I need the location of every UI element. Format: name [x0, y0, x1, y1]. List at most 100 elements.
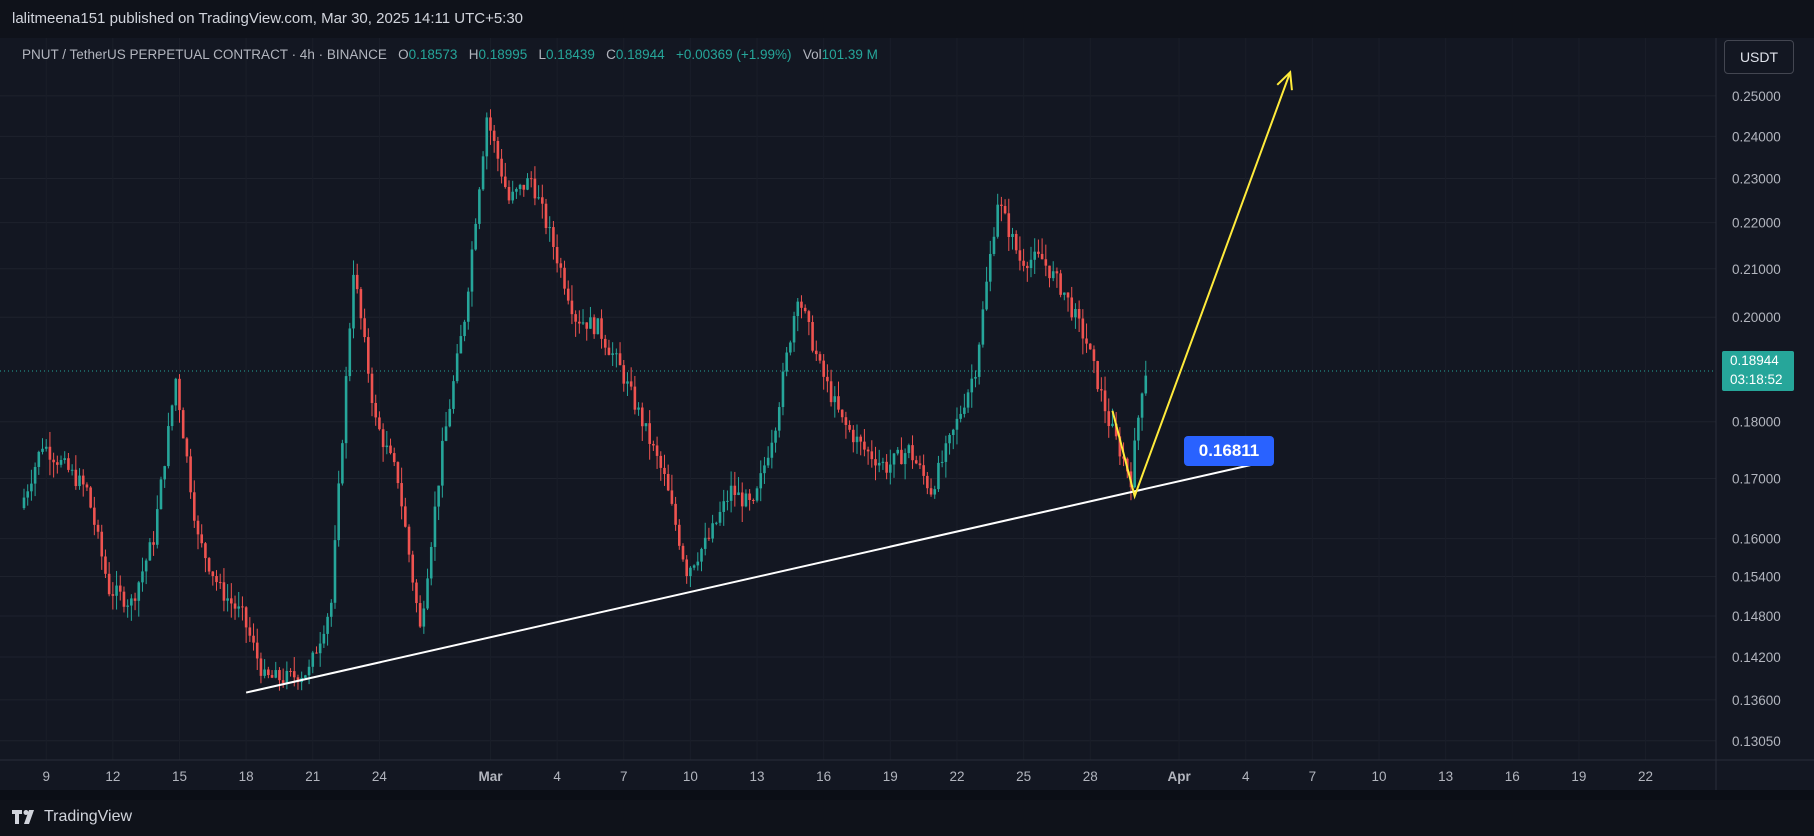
candle-body	[959, 413, 962, 419]
candle-body	[607, 347, 611, 355]
candle-body	[744, 493, 748, 507]
price-tick-label: 0.14200	[1732, 650, 1781, 665]
candle-body	[937, 462, 940, 490]
candle-body	[163, 466, 166, 480]
candle-body	[237, 606, 241, 609]
candle-body	[1051, 271, 1055, 279]
candle-body	[996, 204, 999, 237]
candle-body	[533, 178, 537, 199]
candle-body	[622, 365, 626, 384]
candle-body	[618, 353, 622, 366]
candle-body	[1137, 417, 1140, 441]
price-tick-label: 0.13050	[1732, 734, 1781, 749]
candle-body	[637, 407, 640, 410]
time-tick-label: 25	[1016, 769, 1031, 784]
price-tick-label: 0.15400	[1732, 570, 1781, 585]
chart-area[interactable]: 0.25000 0.24000 0.23000 0.22000 0.21000 0.200…	[0, 38, 1814, 790]
candle-body	[885, 461, 888, 473]
time-tick-label: 16	[816, 769, 831, 784]
candle-body	[748, 493, 751, 501]
candle-body	[811, 322, 814, 351]
candle-body	[170, 405, 174, 427]
currency-button[interactable]: USDT	[1724, 40, 1794, 74]
candle-body	[89, 487, 92, 508]
candle-body	[600, 318, 603, 339]
candle-body	[626, 381, 629, 384]
candle-body	[307, 666, 311, 676]
candle-body	[404, 506, 407, 527]
candle-body	[292, 671, 296, 678]
candle-body	[433, 506, 437, 547]
candle-body	[193, 492, 196, 521]
candle-body	[563, 267, 566, 289]
candle-body	[1029, 259, 1033, 269]
candle-body	[355, 274, 359, 290]
candle-body	[574, 314, 577, 322]
candle-body	[652, 443, 655, 446]
price-chart[interactable]: 0.25000 0.24000 0.23000 0.22000 0.21000 0.200…	[0, 38, 1814, 790]
candle-body	[774, 430, 777, 443]
brand[interactable]: TradingView	[12, 808, 132, 826]
candle-body	[78, 475, 81, 487]
time-tick-label: 19	[1571, 769, 1586, 784]
candle-body	[348, 328, 352, 377]
candle-body	[278, 670, 281, 681]
candle-body	[111, 594, 115, 596]
symbol-label[interactable]: PNUT / TetherUS PERPETUAL CONTRACT · 4h …	[22, 47, 387, 62]
candle-body	[722, 501, 726, 512]
candle-body	[729, 485, 733, 501]
time-tick-label: 13	[1438, 769, 1453, 784]
candle-body	[1022, 260, 1025, 266]
candle-body	[429, 546, 433, 579]
candle-body	[511, 191, 514, 201]
time-tick-label: 7	[620, 769, 628, 784]
candle-body	[596, 318, 600, 335]
candle-body	[389, 445, 392, 454]
candle-body	[485, 117, 489, 157]
candle-body	[844, 417, 848, 425]
candle-body	[459, 336, 463, 354]
time-tick-label: 4	[553, 769, 561, 784]
candle-body	[1033, 251, 1037, 260]
trendline	[245, 460, 1269, 694]
candle-body	[544, 203, 548, 229]
price-axis: 0.25000 0.24000 0.23000 0.22000 0.21000 0.200…	[1715, 38, 1781, 790]
candle-body	[1077, 309, 1081, 319]
time-tick-label: 9	[42, 769, 50, 784]
candle-body	[367, 337, 370, 374]
candle-body	[615, 353, 618, 355]
time-tick-label: 10	[683, 769, 698, 784]
candle-body	[137, 582, 141, 601]
candle-body	[733, 485, 737, 496]
projection-path	[1111, 71, 1292, 500]
candle-body	[755, 488, 759, 501]
candle-body	[559, 263, 563, 268]
candle-body	[700, 548, 703, 562]
candle-body	[204, 543, 207, 559]
support-price-callout[interactable]: 0.16811	[1184, 436, 1274, 466]
candle-body	[670, 490, 674, 504]
candle-body	[470, 249, 474, 292]
price-tick-label: 0.17000	[1732, 471, 1781, 486]
time-tick-label: 22	[1638, 769, 1653, 784]
candle-body	[1048, 265, 1051, 279]
candle-body	[766, 457, 770, 466]
candle-body	[474, 223, 477, 250]
candle-body	[892, 453, 896, 465]
candle-body	[1096, 361, 1099, 390]
candle-body	[1007, 213, 1011, 237]
candle-body	[1103, 390, 1107, 412]
publisher-line: lalitmeena151 published on TradingView.c…	[12, 10, 524, 27]
candle-body	[167, 426, 170, 467]
candle-body	[1133, 440, 1136, 488]
candle-body	[422, 608, 426, 627]
close-label: C	[606, 47, 616, 62]
candle-body	[418, 603, 422, 627]
candle-body	[444, 426, 448, 441]
grid-lines	[0, 38, 1716, 760]
candle-body	[318, 643, 322, 654]
candle-body	[966, 392, 970, 408]
candle-body	[689, 567, 692, 577]
candle-body	[81, 475, 85, 485]
candle-body	[326, 616, 329, 634]
